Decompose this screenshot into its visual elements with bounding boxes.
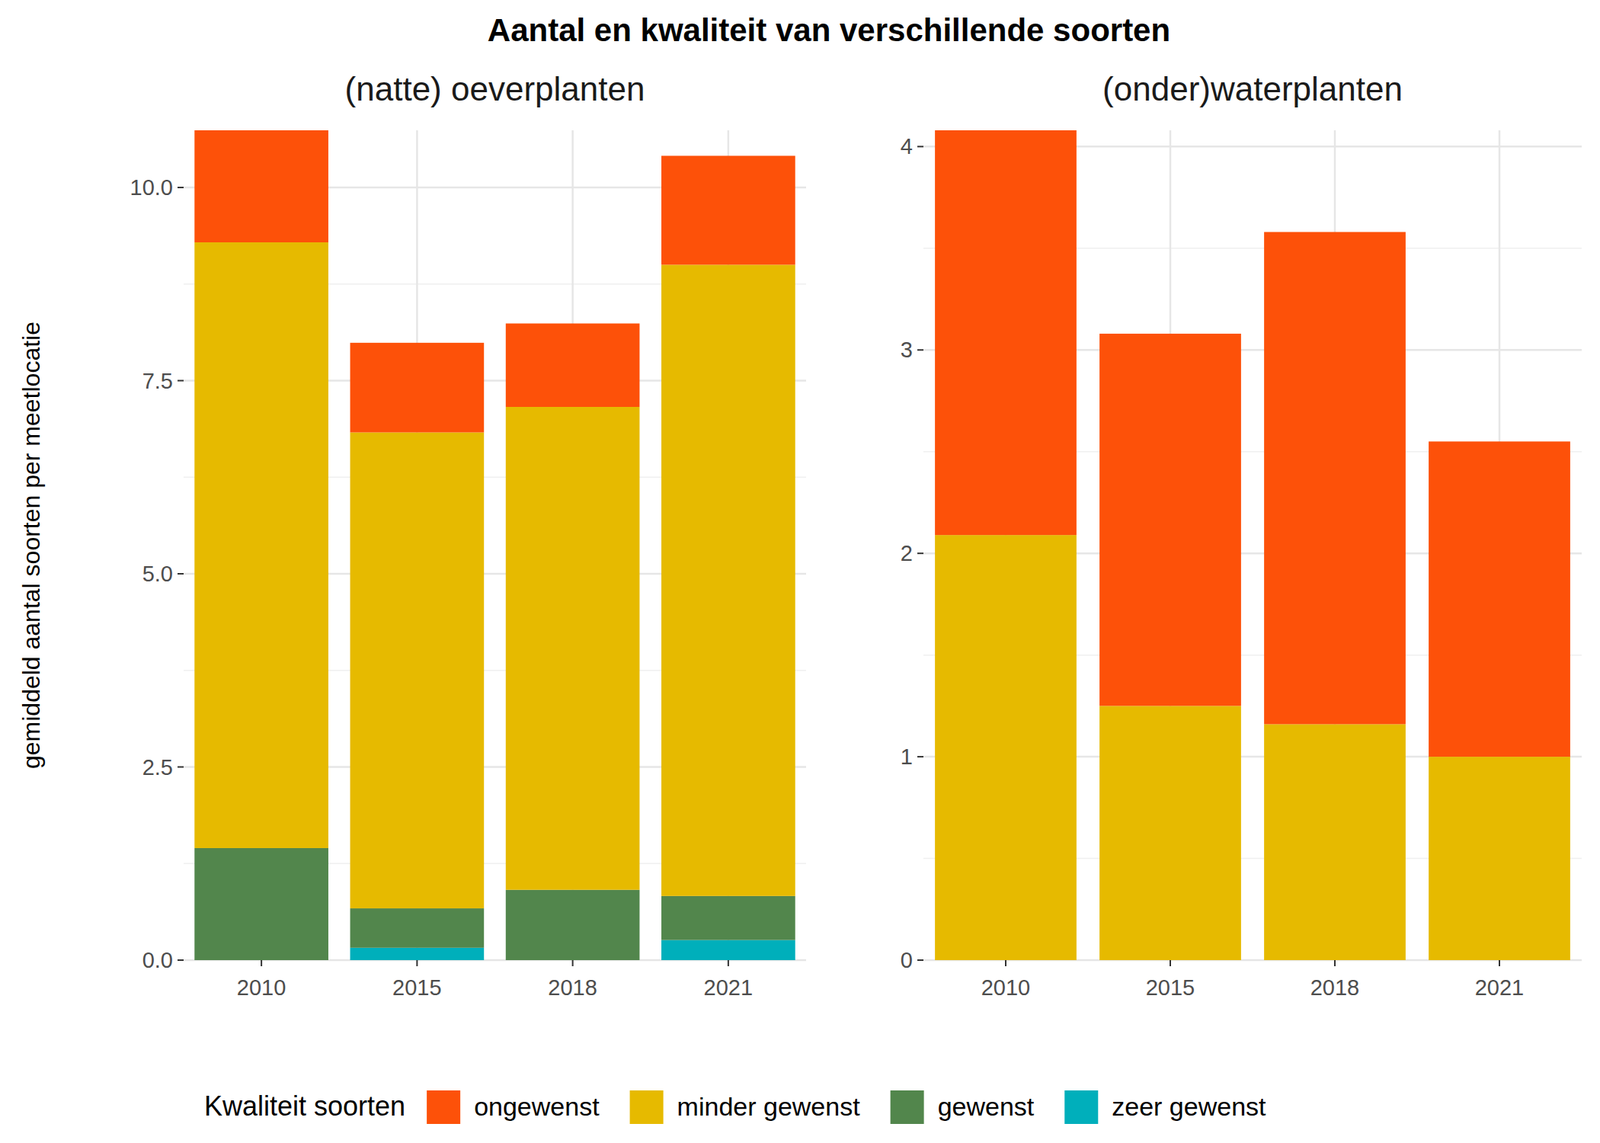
y-tick — [177, 959, 184, 961]
legend-title: Kwaliteit soorten — [204, 1090, 406, 1122]
y-tick-label: 7.5 — [142, 368, 173, 394]
y-tick — [917, 348, 924, 351]
bar — [350, 432, 485, 909]
legend-label: gewenst — [937, 1091, 1035, 1121]
legend-label: ongewenst — [473, 1091, 600, 1121]
legend: Kwaliteit soorten ongewenst minder gewenst… — [204, 1090, 1267, 1124]
y-tick-label: 0 — [900, 947, 913, 973]
bar — [661, 940, 796, 960]
bar — [505, 889, 640, 960]
y-tick-label: 2 — [900, 540, 913, 566]
legend-label: zeer gewenst — [1111, 1091, 1267, 1121]
x-tick-label: 2018 — [547, 975, 598, 1000]
title: Aantal en kwaliteit van verschillende so… — [487, 12, 1171, 48]
y-tick — [917, 959, 924, 961]
bar — [1428, 756, 1571, 960]
bar — [505, 323, 640, 407]
y-tick — [917, 145, 924, 148]
legend-swatch — [890, 1090, 925, 1124]
bar — [1099, 705, 1242, 960]
bar — [194, 242, 329, 848]
y-tick-label: 0.0 — [142, 947, 173, 973]
bar — [350, 947, 485, 960]
bar — [194, 130, 329, 243]
bar — [1428, 441, 1571, 757]
x-tick — [1334, 960, 1336, 967]
bar — [505, 406, 640, 890]
y-tick-label: 5.0 — [142, 561, 173, 586]
x-tick-label: 2018 — [1310, 975, 1360, 1000]
chart: Aantal en kwaliteit van verschillende so… — [0, 0, 1600, 1143]
x-tick — [416, 960, 418, 967]
y-tick-label: 1 — [900, 744, 913, 769]
y-tick — [177, 380, 184, 382]
bar — [661, 896, 796, 941]
x-tick — [260, 960, 263, 967]
legend-swatch — [426, 1090, 461, 1124]
bar — [350, 342, 485, 433]
background — [0, 0, 1600, 1143]
legend-swatch — [1064, 1090, 1098, 1124]
y-tick-label: 10.0 — [130, 175, 173, 200]
panel: (onder)waterplanten 0 1 2 3 4 2010 2015 2018 2021 — [900, 70, 1582, 1000]
x-tick-label: 2021 — [704, 975, 754, 1000]
y-tick — [917, 552, 924, 554]
x-tick-label: 2015 — [1145, 975, 1196, 1000]
bar — [934, 130, 1077, 535]
x-tick — [1498, 960, 1501, 967]
legend-swatch — [630, 1090, 664, 1124]
x-tick-label: 2015 — [392, 975, 442, 1000]
legend-label: minder gewenst — [677, 1091, 861, 1121]
bar — [1264, 231, 1406, 724]
x-tick-label: 2010 — [236, 975, 287, 1000]
subtitle: (natte) oeverplanten — [345, 70, 646, 108]
bar — [194, 848, 329, 960]
x-tick — [1004, 960, 1007, 967]
x-tick-label: 2010 — [981, 975, 1031, 1000]
subtitle: (onder)waterplanten — [1102, 70, 1403, 108]
y-tick — [177, 186, 184, 189]
bars — [934, 130, 1571, 960]
bar — [1264, 723, 1406, 960]
bars — [194, 130, 795, 960]
x-tick — [1169, 960, 1172, 967]
y-tick-label: 3 — [900, 337, 913, 362]
bar — [934, 534, 1077, 960]
bar — [1099, 333, 1242, 706]
y-axis-label: gemiddeld aantal soorten per meetlocatie — [17, 321, 45, 769]
y-tick — [177, 766, 184, 768]
y-tick — [177, 572, 184, 575]
x-tick — [572, 960, 574, 967]
bar — [661, 264, 796, 896]
x-tick-label: 2021 — [1475, 975, 1525, 1000]
panel: (natte) oeverplanten 0.0 2.5 5.0 7.5 10.0 2010… — [17, 70, 807, 1000]
bar — [661, 155, 796, 265]
y-tick-label: 4 — [900, 134, 913, 159]
y-tick — [917, 755, 924, 758]
y-tick-label: 2.5 — [142, 755, 173, 780]
x-tick — [727, 960, 730, 967]
bar — [350, 908, 485, 948]
